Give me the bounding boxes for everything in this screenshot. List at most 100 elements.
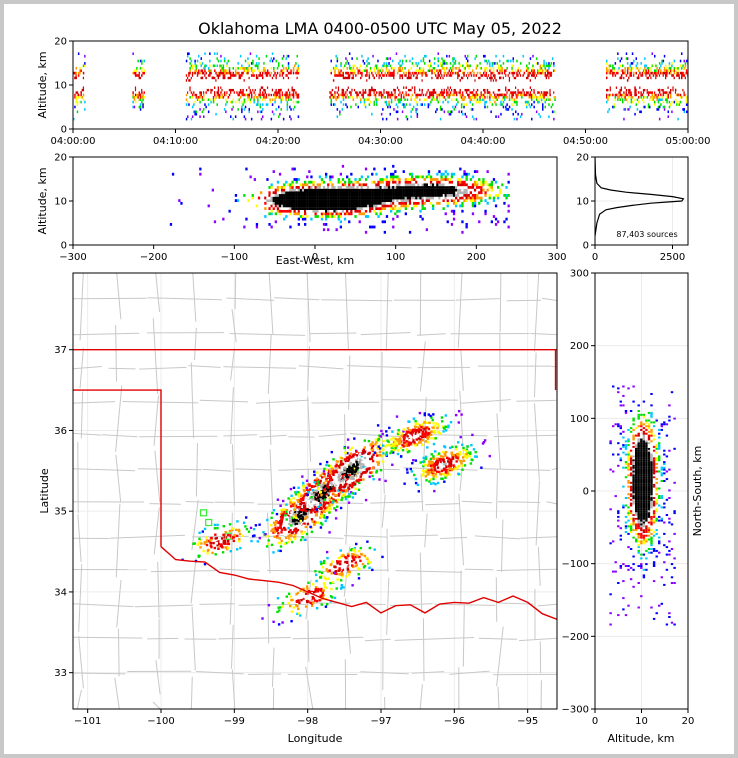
density-cell: [398, 191, 401, 195]
density-cell: [260, 93, 263, 97]
density-cell: [462, 93, 464, 97]
density-cell: [266, 199, 269, 202]
density-cell: [334, 103, 336, 106]
density-cell: [136, 86, 138, 89]
density-cell: [316, 186, 319, 189]
density-cell: [198, 69, 200, 72]
density-cell: [350, 172, 353, 176]
density-cell: [673, 59, 676, 63]
density-cell: [398, 76, 400, 80]
density-cell: [607, 69, 609, 72]
density-cell: [636, 88, 639, 92]
density-cell: [252, 71, 254, 75]
density-cell: [617, 74, 619, 77]
density-cell: [609, 88, 612, 92]
density-cell: [329, 175, 332, 179]
density-cell: [392, 83, 394, 87]
density-cell: [337, 207, 340, 210]
density-cell: [289, 88, 291, 92]
density-cell: [381, 188, 384, 192]
density-cell: [428, 103, 431, 106]
density-cell: [661, 86, 663, 89]
density-cell: [237, 108, 239, 111]
density-cell: [499, 71, 501, 75]
density-cell: [428, 59, 431, 63]
density-cell: [231, 81, 233, 85]
density-cell: [533, 86, 535, 89]
density-cell: [521, 79, 523, 82]
density-cell: [341, 96, 344, 99]
density-cell: [304, 223, 307, 226]
density-cell: [469, 100, 471, 104]
density-cell: [671, 83, 673, 87]
density-cell: [241, 110, 243, 114]
density-cell: [606, 100, 608, 104]
density-cell: [76, 110, 79, 114]
density-cell: [396, 199, 399, 202]
density-cell: [271, 110, 274, 114]
density-cell: [641, 79, 644, 82]
density-cell: [640, 74, 642, 77]
density-cell: [674, 83, 677, 87]
density-cell: [293, 209, 296, 213]
density-cell: [645, 79, 647, 82]
density-cell: [217, 86, 220, 89]
density-cell: [543, 81, 545, 85]
density-cell: [475, 117, 478, 121]
density-cell: [79, 79, 81, 82]
density-cell: [257, 76, 259, 80]
density-cell: [544, 86, 546, 89]
density-cell: [241, 93, 243, 97]
density-cell: [270, 209, 273, 213]
density-cell: [451, 98, 453, 101]
density-cell: [684, 93, 687, 97]
density-cell: [672, 83, 674, 87]
density-cell: [682, 81, 684, 85]
density-cell: [268, 212, 271, 216]
density-cell: [255, 64, 258, 68]
density-cell: [524, 69, 527, 72]
density-cell: [607, 86, 609, 89]
density-cell: [420, 88, 422, 92]
density-cell: [297, 115, 300, 118]
density-cell: [185, 59, 188, 63]
density-cell: [393, 108, 395, 111]
density-cell: [377, 191, 380, 195]
density-cell: [364, 204, 368, 208]
density-cell: [685, 71, 688, 75]
density-cell: [358, 191, 361, 195]
density-cell: [446, 81, 448, 85]
density-cell: [243, 74, 246, 77]
density-cell: [293, 204, 296, 208]
density-cell: [199, 81, 201, 85]
density-cell: [253, 86, 255, 89]
density-cell: [339, 207, 342, 210]
density-cell: [658, 91, 661, 94]
density-cell: [295, 71, 297, 75]
density-cell: [188, 76, 190, 80]
density-cell: [528, 74, 530, 77]
density-cell: [246, 79, 248, 82]
density-cell: [306, 204, 309, 208]
density-cell: [346, 88, 348, 92]
density-cell: [439, 69, 442, 72]
density-cell: [330, 74, 332, 77]
density-cell: [463, 71, 465, 75]
density-cell: [379, 196, 382, 200]
density-cell: [209, 64, 211, 68]
density-cell: [433, 71, 436, 75]
density-cell: [231, 100, 233, 104]
density-cell: [382, 64, 384, 68]
density-cell: [404, 91, 406, 94]
density-cell: [345, 79, 347, 82]
density-cell: [387, 191, 391, 195]
density-cell: [471, 93, 474, 97]
density-cell: [133, 81, 136, 85]
density-cell: [538, 69, 540, 72]
density-cell: [342, 83, 345, 87]
density-cell: [549, 64, 551, 68]
density-cell: [226, 62, 228, 65]
density-cell: [679, 96, 682, 99]
density-cell: [554, 79, 556, 82]
density-cell: [294, 88, 296, 92]
